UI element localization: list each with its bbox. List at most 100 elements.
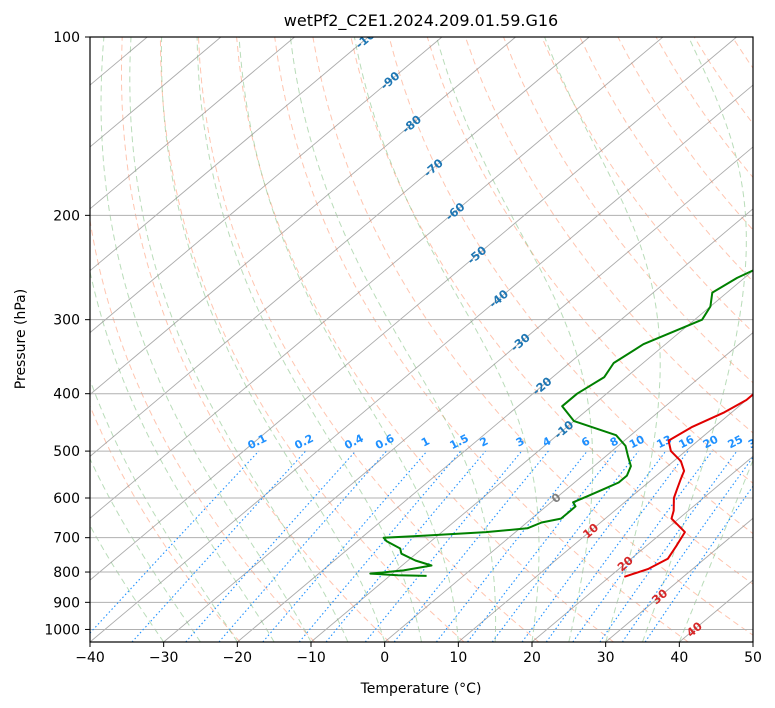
moist-adiabat-line [129,37,349,642]
dry-adiabat-line [90,404,241,642]
mixing-ratio-label: 1 [419,434,432,449]
moist-adiabats [90,37,753,642]
moist-adiabat-line [90,524,165,642]
isotherm-line [90,37,516,396]
y-tick-label: 300 [53,313,80,329]
mixing-ratio-line [218,450,387,642]
dry-adiabat-line [159,37,465,642]
y-tick-label: 1000 [44,622,80,638]
y-tick-label: 900 [53,595,80,611]
dry-adiabat-line [236,37,614,642]
x-tick-label: −20 [223,650,253,666]
dry-adiabat-line [90,217,316,642]
mixing-ratio-label: 30 [746,433,766,452]
mixing-ratio-line [393,450,549,642]
isotherm-line [90,37,664,519]
moist-adiabat-line [90,378,238,642]
isotherm-line [90,37,590,457]
moist-adiabat-line [100,37,312,642]
plot-area: 0.1 0.2 0.4 0.6 1 1.5 2 3 4 6 8 10 13 16 20 25 30 36-100-… [90,37,775,642]
dry-adiabat-line [121,37,390,642]
mixing-ratio-line [572,450,713,642]
dry-adiabat-line [388,37,753,535]
x-tick-label: 40 [670,650,688,666]
mixing-ratio-label: 0.4 [342,432,366,453]
isotherm-label: 20 [615,553,636,574]
y-tick-label: 200 [53,208,80,224]
moist-adiabat-line [90,457,201,642]
isotherm-label: -80 [399,112,424,136]
moist-adiabat-line [196,37,422,642]
mixing-ratio-line [90,450,260,634]
y-tick-label: 800 [53,565,80,581]
mixing-ratio-line [521,450,667,642]
pressure-grid [90,37,753,630]
x-tick-label: −30 [149,650,179,666]
isotherm-line [605,517,753,642]
isotherm-line [90,37,222,148]
mixing-ratio-label: 2 [478,434,491,449]
temperature-line [623,393,753,578]
dewpoint-line [369,269,753,577]
x-axis-label: Temperature (°C) [360,681,482,697]
mixing-ratio-line [131,450,307,642]
mixing-ratio-line [325,450,487,642]
isotherm-label: -70 [421,156,446,180]
isotherm-line [163,146,753,642]
chart-title: wetPf2_C2E1.2024.209.01.59.G16 [284,11,558,31]
mixing-ratio-label: 36 [767,433,775,452]
dry-adiabat-line [350,37,753,585]
isotherm-line [90,84,753,642]
mixing-ratio-line [644,485,753,642]
moist-adiabat-line [90,269,275,642]
moist-adiabat-line [544,37,661,642]
axes: −40 −30 −20 −10 0 10 20 30 40 50 100 200 300 400 500 60… [44,30,762,666]
isotherm-line [531,455,753,642]
dry-adiabat-line [541,37,753,333]
x-tick-label: −10 [296,650,326,666]
isotherm-line [90,37,443,334]
isotherm-line [237,208,753,642]
x-tick-label: 50 [744,650,762,666]
mixing-ratio-line [545,450,689,642]
mixing-ratio-line [621,456,753,642]
mixing-ratio-label: 0.2 [292,432,315,452]
dry-adiabat-line [770,37,775,642]
x-tick-label: 10 [449,650,467,666]
isotherm-label: -50 [464,243,489,267]
mixing-ratio-label: 20 [701,433,721,452]
mixing-ratio-line [599,450,738,642]
moist-adiabat-line [238,37,459,642]
dry-adiabat-line [198,37,540,642]
mixing-ratio-label: 25 [726,433,746,452]
y-tick-label: 700 [53,531,80,547]
mixing-ratio-line [435,450,588,642]
mixing-ratio-label: 10 [627,433,647,452]
isotherm-label: 30 [649,586,670,607]
dry-adiabat-line [426,37,753,484]
dry-adiabat-line [693,37,753,125]
isotherm-line [310,270,753,642]
isotherm-line [752,641,753,642]
y-tick-label: 100 [53,30,80,46]
y-tick-label: 400 [53,387,80,403]
moist-adiabat-line [160,37,386,642]
isotherm-label: -30 [508,330,533,354]
isotherm-line [458,393,753,642]
moist-adiabat-line [289,37,497,642]
mixing-ratio-line [491,450,639,642]
isotherm-label: -20 [530,374,555,398]
isotherm-line [90,37,737,581]
mixing-ratio-label: 0.1 [246,432,269,452]
moist-adiabat-line [353,37,540,642]
isotherm-line [384,332,753,642]
mixing-ratio-line [185,450,357,642]
moist-adiabat-line [678,458,753,642]
isotherm-line [90,37,295,210]
isotherm-label: 10 [580,520,601,541]
x-tick-label: 20 [523,650,541,666]
mixing-ratio-label: 16 [677,433,697,452]
dry-adiabat-line [731,37,753,69]
